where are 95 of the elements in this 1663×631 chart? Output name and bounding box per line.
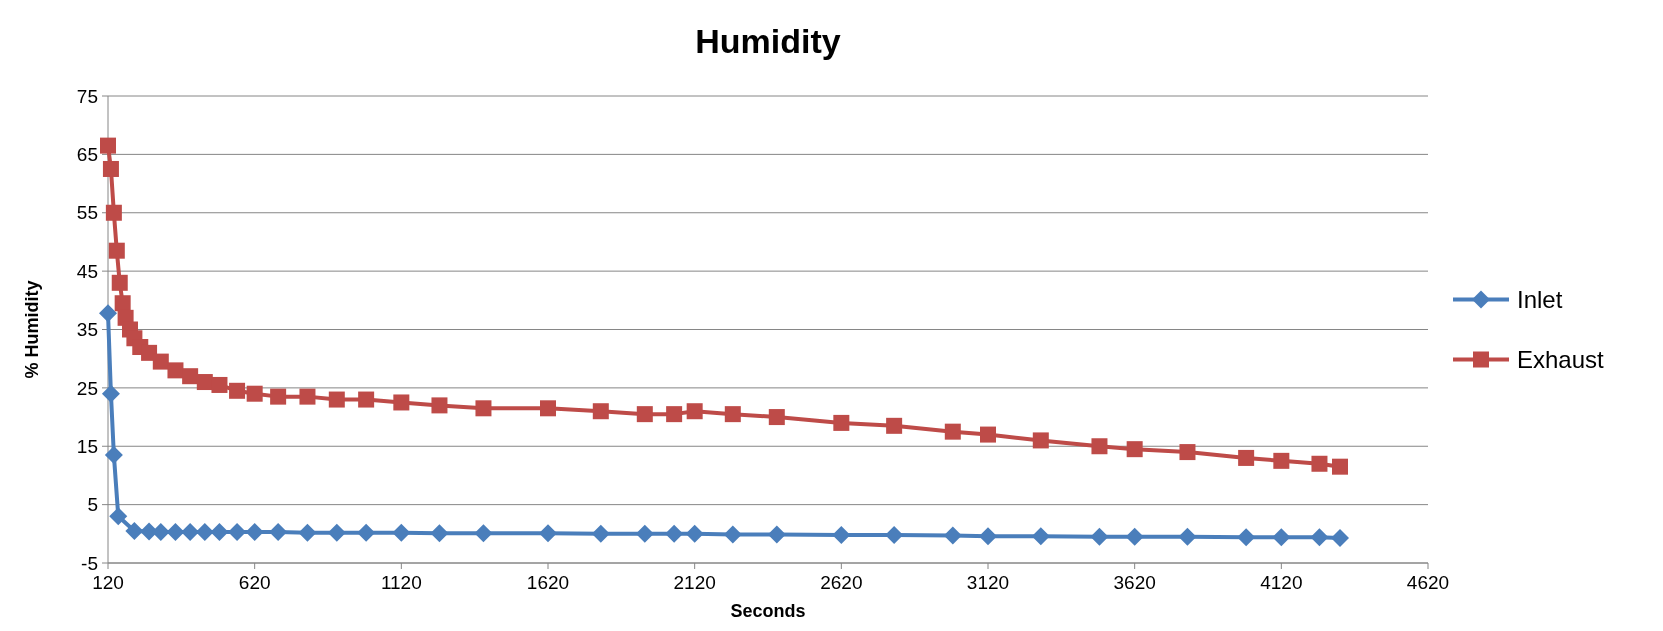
point	[166, 523, 185, 542]
point	[114, 295, 131, 312]
point	[105, 204, 122, 221]
point	[768, 409, 785, 426]
point	[686, 403, 703, 420]
point	[1331, 528, 1349, 547]
point	[635, 524, 654, 543]
point	[111, 274, 128, 291]
point	[358, 391, 375, 408]
point	[943, 526, 962, 545]
y-axis-title: % Humidity	[22, 280, 42, 379]
legend-label: Exhaust	[1517, 345, 1605, 373]
point	[944, 423, 961, 440]
point	[229, 382, 246, 399]
point	[1272, 528, 1291, 547]
point	[298, 523, 317, 542]
y-tick-label: 35	[76, 319, 98, 341]
point	[474, 524, 493, 543]
point	[1310, 528, 1329, 547]
point	[167, 362, 184, 379]
point	[1273, 452, 1290, 469]
point	[269, 523, 288, 542]
point	[979, 527, 997, 546]
point	[392, 523, 411, 542]
point	[592, 403, 609, 420]
y-tick-label: 65	[76, 144, 98, 166]
point	[886, 417, 903, 434]
x-tick-label: 3620	[1113, 572, 1156, 593]
y-tick-label: -5	[81, 552, 98, 574]
y-tick-label: 15	[76, 435, 98, 457]
point	[539, 524, 557, 543]
point	[832, 525, 851, 544]
point	[665, 524, 684, 543]
x-tick-label: 120	[92, 572, 124, 593]
x-tick-label: 620	[238, 572, 271, 593]
point	[540, 400, 556, 417]
point	[104, 446, 123, 465]
point	[885, 525, 904, 544]
point	[328, 391, 345, 408]
point	[430, 524, 449, 543]
x-tick-label: 4620	[1406, 572, 1450, 593]
point	[1032, 432, 1049, 449]
point	[431, 397, 448, 414]
y-tick-label: 5	[87, 494, 98, 516]
point	[723, 525, 742, 544]
point	[270, 388, 287, 405]
point	[636, 406, 653, 423]
point	[1031, 527, 1050, 546]
point	[833, 414, 850, 431]
point	[245, 523, 264, 542]
point	[152, 353, 169, 370]
point	[591, 524, 610, 543]
point	[327, 523, 346, 542]
y-tick-label: 55	[76, 202, 98, 224]
legend-label: Inlet	[1517, 285, 1563, 313]
point	[102, 160, 119, 177]
point	[1237, 528, 1256, 547]
point	[767, 525, 786, 544]
point	[1311, 455, 1328, 472]
point	[1091, 438, 1108, 455]
point	[99, 304, 117, 323]
x-axis-title: Seconds	[730, 601, 806, 621]
point	[125, 521, 144, 540]
point	[980, 426, 996, 443]
point	[724, 406, 741, 423]
x-tick-label: 2120	[673, 572, 716, 593]
point	[101, 384, 120, 403]
x-tick-label: 4120	[1260, 572, 1303, 593]
point	[109, 507, 128, 526]
x-tick-label: 1120	[380, 572, 422, 593]
x-tick-label: 3120	[966, 572, 1010, 593]
y-tick-label: 45	[76, 260, 98, 282]
point	[393, 394, 410, 411]
point	[299, 388, 316, 405]
y-tick-label: 25	[76, 377, 98, 399]
point	[1179, 444, 1196, 461]
point	[1332, 458, 1348, 475]
point	[100, 137, 116, 154]
point	[666, 406, 683, 423]
point	[211, 376, 228, 393]
point	[475, 400, 492, 417]
point	[1090, 527, 1109, 546]
y-tick-label: 75	[76, 85, 98, 107]
point	[685, 524, 704, 543]
point	[108, 242, 125, 259]
point	[246, 385, 263, 402]
chart-title: Humidity	[695, 22, 841, 60]
x-tick-label: 1620	[526, 572, 570, 593]
point	[1178, 527, 1197, 546]
x-tick-label: 2620	[820, 572, 863, 593]
point	[1125, 527, 1144, 546]
point	[357, 523, 376, 542]
point	[1238, 449, 1255, 466]
point	[1126, 441, 1143, 458]
point	[210, 523, 229, 542]
